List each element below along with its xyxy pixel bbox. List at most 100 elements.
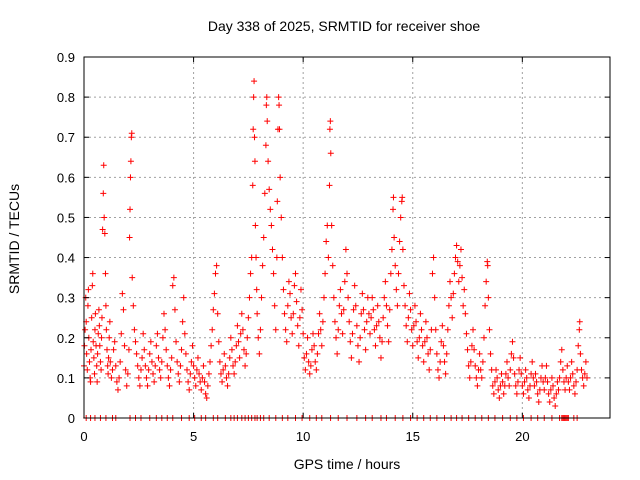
y-tick-label: 0.3 (57, 291, 75, 306)
data-point (571, 390, 578, 397)
data-point (535, 398, 542, 405)
data-point (507, 366, 514, 373)
data-point (245, 314, 252, 321)
data-point (396, 238, 403, 245)
data-point (220, 366, 227, 373)
data-point (251, 134, 258, 141)
data-point (363, 318, 370, 325)
data-point (268, 222, 275, 229)
data-point (418, 326, 425, 333)
data-point (83, 350, 90, 357)
data-point (219, 378, 226, 385)
data-point (135, 374, 142, 381)
data-point (262, 142, 269, 149)
data-point (573, 378, 580, 385)
data-point (253, 286, 260, 293)
data-point (136, 382, 143, 389)
data-point (118, 330, 125, 337)
data-point (410, 322, 417, 329)
y-tick-label: 0.1 (57, 371, 75, 386)
data-point (315, 330, 322, 337)
data-point (516, 366, 523, 373)
data-point (499, 378, 506, 385)
data-point (164, 362, 171, 369)
data-point (326, 126, 333, 133)
data-point (289, 330, 296, 337)
data-point (201, 378, 208, 385)
data-point (256, 350, 263, 357)
data-point (263, 102, 270, 109)
x-axis-label: GPS time / hours (293, 456, 401, 472)
data-point (124, 370, 131, 377)
data-point (451, 270, 458, 277)
data-point (244, 334, 251, 341)
x-tick-label: 10 (296, 429, 310, 444)
data-point (439, 322, 446, 329)
data-point (353, 322, 360, 329)
data-point (277, 174, 284, 181)
data-point (388, 246, 395, 253)
data-point (503, 358, 510, 365)
data-point (171, 306, 178, 313)
data-point (87, 378, 94, 385)
data-point (394, 302, 401, 309)
data-point (106, 334, 113, 341)
data-point (98, 314, 105, 321)
data-point (466, 374, 473, 381)
data-point (239, 326, 246, 333)
data-point (421, 338, 428, 345)
data-point (193, 366, 200, 373)
data-point (465, 362, 472, 369)
data-point (150, 370, 157, 377)
data-point (359, 290, 366, 297)
data-point (260, 234, 267, 241)
data-point (434, 366, 441, 373)
data-point (205, 370, 212, 377)
data-point (169, 282, 176, 289)
data-point (413, 318, 420, 325)
data-point (514, 378, 521, 385)
data-point (480, 334, 487, 341)
data-point (259, 262, 266, 269)
data-point (478, 374, 485, 381)
data-point (464, 346, 471, 353)
data-point (194, 354, 201, 361)
data-point (152, 362, 159, 369)
data-point (447, 278, 454, 285)
data-point (349, 330, 356, 337)
data-point (370, 306, 377, 313)
data-point (119, 290, 126, 297)
data-point (224, 382, 231, 389)
data-point (139, 354, 146, 361)
data-point (484, 262, 491, 269)
data-point (383, 302, 390, 309)
data-point (173, 338, 180, 345)
data-point (82, 326, 89, 333)
data-point (287, 290, 294, 297)
data-point (468, 342, 475, 349)
data-point (541, 386, 548, 393)
data-point (405, 314, 412, 321)
data-point (202, 390, 209, 397)
data-point (371, 326, 378, 333)
data-point (269, 246, 276, 253)
data-point (386, 306, 393, 313)
data-point (140, 330, 147, 337)
data-point (116, 374, 123, 381)
data-point (337, 286, 344, 293)
data-point (423, 334, 430, 341)
plot-frame (83, 56, 611, 419)
data-point (190, 362, 197, 369)
data-point (358, 310, 365, 317)
data-point (416, 334, 423, 341)
data-point (159, 334, 166, 341)
data-point (232, 358, 239, 365)
data-point (328, 222, 335, 229)
data-point (338, 310, 345, 317)
data-point (427, 346, 434, 353)
data-point (474, 382, 481, 389)
data-point (200, 362, 207, 369)
data-point (348, 354, 355, 361)
data-point (347, 338, 354, 345)
data-point (251, 158, 258, 165)
